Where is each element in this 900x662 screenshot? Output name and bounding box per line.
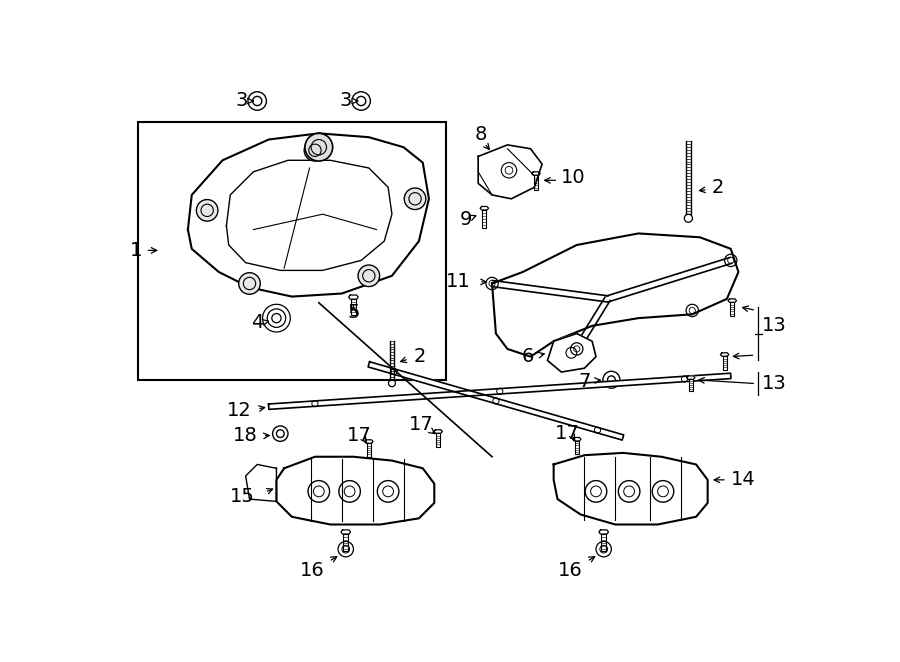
- Text: 4: 4: [251, 313, 264, 332]
- Bar: [601, 534, 606, 551]
- Text: 6: 6: [522, 347, 535, 366]
- Text: 3: 3: [236, 91, 248, 111]
- Polygon shape: [492, 234, 738, 357]
- Polygon shape: [434, 430, 443, 433]
- Polygon shape: [728, 299, 736, 303]
- Circle shape: [305, 133, 333, 161]
- Bar: [723, 356, 726, 370]
- Text: 17: 17: [409, 415, 434, 434]
- Bar: [138, 122, 445, 380]
- Text: 15: 15: [230, 487, 255, 506]
- Polygon shape: [478, 145, 542, 199]
- Text: 11: 11: [446, 271, 471, 291]
- Polygon shape: [598, 530, 608, 534]
- Polygon shape: [276, 457, 435, 524]
- Text: 18: 18: [233, 426, 258, 446]
- Text: 16: 16: [300, 561, 324, 580]
- Polygon shape: [268, 373, 731, 409]
- Circle shape: [196, 199, 218, 221]
- Text: 16: 16: [557, 561, 582, 580]
- Bar: [731, 303, 734, 316]
- Circle shape: [404, 188, 426, 210]
- Circle shape: [238, 273, 260, 295]
- Text: 2: 2: [712, 177, 724, 197]
- Polygon shape: [246, 465, 276, 501]
- Polygon shape: [687, 376, 695, 379]
- Bar: [344, 534, 348, 551]
- Text: 2: 2: [413, 347, 426, 366]
- Text: 17: 17: [555, 424, 580, 443]
- Bar: [575, 441, 579, 454]
- Polygon shape: [364, 440, 373, 444]
- Polygon shape: [572, 438, 581, 441]
- Polygon shape: [532, 172, 540, 175]
- Polygon shape: [554, 453, 707, 524]
- Circle shape: [304, 140, 326, 161]
- Polygon shape: [348, 295, 358, 299]
- Bar: [367, 444, 371, 457]
- Text: 17: 17: [346, 426, 371, 445]
- Polygon shape: [341, 530, 350, 534]
- Polygon shape: [368, 361, 624, 440]
- Bar: [482, 210, 486, 228]
- Polygon shape: [188, 133, 429, 297]
- Bar: [534, 175, 538, 190]
- Polygon shape: [720, 353, 729, 356]
- Polygon shape: [547, 334, 596, 372]
- Text: 13: 13: [761, 374, 787, 393]
- Text: 5: 5: [347, 303, 360, 322]
- Text: 7: 7: [578, 372, 590, 391]
- Text: 3: 3: [339, 91, 352, 111]
- Bar: [688, 379, 693, 391]
- Bar: [436, 433, 440, 447]
- Text: 14: 14: [731, 470, 755, 489]
- Bar: [351, 299, 356, 315]
- Text: 10: 10: [562, 169, 586, 187]
- Polygon shape: [227, 160, 392, 270]
- Text: 13: 13: [761, 316, 787, 336]
- Text: 9: 9: [460, 210, 473, 229]
- Text: 1: 1: [130, 241, 142, 260]
- Text: 8: 8: [474, 125, 487, 144]
- Text: 12: 12: [227, 401, 252, 420]
- Polygon shape: [480, 207, 489, 210]
- Circle shape: [358, 265, 380, 287]
